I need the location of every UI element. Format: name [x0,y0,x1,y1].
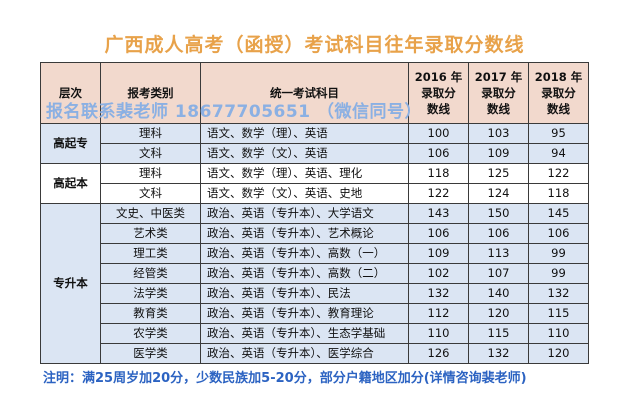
subjects-cell: 语文、数学（理）、英语、理化 [200,163,409,184]
score-2016-cell: 102 [408,263,469,284]
score-2017-cell: 107 [468,263,529,284]
score-2016-cell: 106 [408,223,469,244]
score-2016-cell: 112 [408,303,469,324]
header-level: 层次 [40,62,101,124]
score-2017-cell: 124 [468,183,529,204]
subjects-cell: 语文、数学（理）、英语 [200,123,409,144]
score-2016-cell: 122 [408,183,469,204]
score-2017-cell: 125 [468,163,529,184]
header-2017-line2: 录取分 [481,86,516,100]
header-row: 层次 报考类别 统一考试科目 2016 年 录取分 数线 2017 年 录取分 … [40,62,589,124]
score-2018-cell: 106 [528,223,589,244]
score-2018-cell: 118 [528,183,589,204]
category-cell: 文科 [100,183,201,204]
table-row: 专升本 文史、中医类 政治、英语（专升本）、大学语文 143 150 145 [40,203,589,364]
table-row: 文科 语文、数学（文）、英语 106 109 94 [41,143,589,164]
subjects-cell: 政治、英语（专升本）、教育理论 [200,303,409,324]
header-2016-line2: 录取分 [421,86,456,100]
footnote: 注明：满25周岁加20分，少数民族加5-20分，部分户籍地区加分(详情咨询裴老师… [43,371,527,386]
category-cell: 艺术类 [100,223,201,244]
score-2017-cell: 132 [468,343,529,364]
score-2018-cell: 122 [528,163,589,184]
header-2018-line1: 2018 年 [534,70,583,84]
category-cell: 医学类 [100,343,201,364]
score-2018-cell: 99 [528,243,589,264]
score-2018-cell: 115 [528,303,589,324]
level-cell-zhuanshengben: 专升本 [40,203,101,364]
header-2018-line2: 录取分 [541,86,576,100]
category-cell: 理科 [100,163,201,184]
score-2017-cell: 150 [468,203,529,224]
subjects-cell: 政治、英语（专升本）、高数（二） [200,263,409,284]
subjects-cell: 政治、英语（专升本）、高数（一） [200,243,409,264]
level-cell-gaoqiben: 高起本 [40,163,101,204]
table-row: 农学类 政治、英语（专升本）、生态学基础 110 115 110 [41,323,589,344]
header-2016-line1: 2016 年 [414,70,463,84]
score-2016-cell: 132 [408,283,469,304]
category-cell: 农学类 [100,323,201,344]
score-2017-cell: 103 [468,123,529,144]
category-cell: 经管类 [100,263,201,284]
header-2017-line3: 数线 [487,102,510,116]
table-row: 法学类 政治、英语（专升本）、民法 132 140 132 [41,283,589,304]
score-2017-cell: 109 [468,143,529,164]
level-cell-gaoqizhuan: 高起专 [40,123,101,164]
table-row: 艺术类 政治、英语（专升本）、艺术概论 106 106 106 [41,223,589,244]
score-2018-cell: 145 [528,203,589,224]
subjects-cell: 语文、数学（文）、英语、史地 [200,183,409,204]
table-row: 医学类 政治、英语（专升本）、医学综合 126 132 120 [41,343,589,364]
score-2018-cell: 94 [528,143,589,164]
score-2018-cell: 132 [528,283,589,304]
category-cell: 理工类 [100,243,201,264]
subjects-cell: 语文、数学（文）、英语 [200,143,409,164]
subjects-cell: 政治、英语（专升本）、生态学基础 [200,323,409,344]
table-row: 高起本 理科 语文、数学（理）、英语、理化 118 125 122 [40,163,589,204]
table-row: 文科 语文、数学（文）、英语、史地 122 124 118 [41,183,589,204]
header-2018-line3: 数线 [547,102,570,116]
score-2017-cell: 113 [468,243,529,264]
header-2018: 2018 年 录取分 数线 [528,62,589,124]
header-2017: 2017 年 录取分 数线 [468,62,529,124]
score-2018-cell: 110 [528,323,589,344]
header-2017-line1: 2017 年 [474,70,523,84]
score-2017-cell: 106 [468,223,529,244]
score-2016-cell: 110 [408,323,469,344]
score-2018-cell: 99 [528,263,589,284]
category-cell: 文科 [100,143,201,164]
subjects-cell: 政治、英语（专升本）、民法 [200,283,409,304]
score-2016-cell: 100 [408,123,469,144]
subjects-cell: 政治、英语（专升本）、大学语文 [200,203,409,224]
table-row: 高起专 理科 语文、数学（理）、英语 100 103 95 [40,123,589,164]
category-cell: 教育类 [100,303,201,324]
score-2017-cell: 140 [468,283,529,304]
score-table: 层次 报考类别 统一考试科目 2016 年 录取分 数线 2017 年 录取分 … [40,62,589,364]
score-2016-cell: 126 [408,343,469,364]
score-2016-cell: 118 [408,163,469,184]
category-cell: 法学类 [100,283,201,304]
header-2016-line3: 数线 [427,102,450,116]
score-2016-cell: 143 [408,203,469,224]
score-2017-cell: 120 [468,303,529,324]
score-2016-cell: 109 [408,243,469,264]
category-cell: 文史、中医类 [100,203,201,224]
table-row: 经管类 政治、英语（专升本）、高数（二） 102 107 99 [41,263,589,284]
score-2016-cell: 106 [408,143,469,164]
score-2018-cell: 95 [528,123,589,144]
table-row: 理工类 政治、英语（专升本）、高数（一） 109 113 99 [41,243,589,264]
score-table-container: 层次 报考类别 统一考试科目 2016 年 录取分 数线 2017 年 录取分 … [40,62,589,364]
score-2018-cell: 120 [528,343,589,364]
subjects-cell: 政治、英语（专升本）、艺术概论 [200,223,409,244]
page-title: 广西成人高考（函授）考试科目往年录取分数线 [104,34,525,56]
category-cell: 理科 [100,123,201,144]
table-row: 教育类 政治、英语（专升本）、教育理论 112 120 115 [41,303,589,324]
score-2017-cell: 115 [468,323,529,344]
contact-watermark: 报名联系裴老师 18677705651 （微信同号） [46,102,422,122]
subjects-cell: 政治、英语（专升本）、医学综合 [200,343,409,364]
